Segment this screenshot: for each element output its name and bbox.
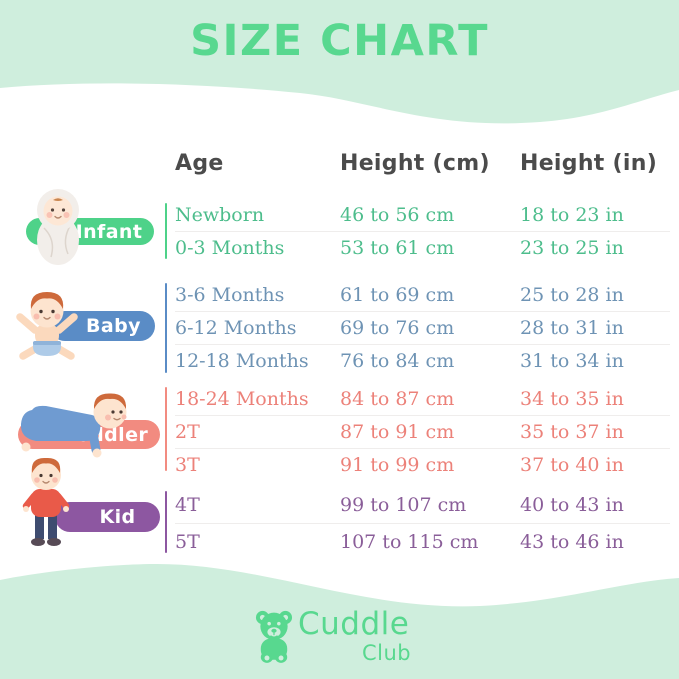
table-group-infant: Newborn 46 to 56 cm 18 to 23 in 0-3 Mont… [175, 199, 670, 264]
age-cell: 5T [175, 531, 200, 553]
height-in-cell: 23 to 25 in [520, 237, 624, 259]
top-wave-background [0, 0, 679, 124]
age-cell: 18-24 Months [175, 388, 309, 410]
table-group-kid: 4T 99 to 107 cm 40 to 43 in 5T 107 to 11… [175, 487, 670, 560]
height-in-cell: 35 to 37 in [520, 421, 624, 443]
height-cm-cell: 76 to 84 cm [340, 350, 455, 372]
table-row: 12-18 Months 76 to 84 cm 31 to 34 in [175, 345, 670, 377]
page-title: SIZE CHART [190, 16, 489, 66]
table-row: 3T 91 to 99 cm 37 to 40 in [175, 449, 670, 481]
group-pill-label: Kid [99, 506, 136, 528]
column-header-height-cm: Height (cm) [340, 151, 490, 176]
height-cm-cell: 99 to 107 cm [340, 494, 467, 516]
height-cm-cell: 53 to 61 cm [340, 237, 455, 259]
table-group-baby: 3-6 Months 61 to 69 cm 25 to 28 in 6-12 … [175, 279, 670, 377]
height-cm-cell: 107 to 115 cm [340, 531, 479, 553]
bottom-wave-background [0, 563, 679, 679]
column-header-age: Age [175, 151, 224, 176]
group-pill-label: Baby [86, 315, 141, 337]
brand-subname: Club [362, 641, 412, 665]
height-in-cell: 28 to 31 in [520, 317, 624, 339]
group-pill-kid: Kid [55, 502, 160, 532]
column-header-height-in: Height (in) [520, 151, 658, 176]
height-in-cell: 40 to 43 in [520, 494, 624, 516]
brand-name: Cuddle [298, 606, 410, 642]
table-row: 5T 107 to 115 cm 43 to 46 in [175, 524, 670, 560]
table-row: 0-3 Months 53 to 61 cm 23 to 25 in [175, 232, 670, 264]
age-cell: Newborn [175, 204, 265, 226]
table-row: 3-6 Months 61 to 69 cm 25 to 28 in [175, 279, 670, 312]
sitting-baby-illustration [16, 292, 78, 360]
group-divider-baby [165, 283, 167, 373]
bottom-wave-shape [0, 563, 679, 679]
top-wave-shape [0, 0, 679, 124]
height-cm-cell: 84 to 87 cm [340, 388, 455, 410]
age-cell: 6-12 Months [175, 317, 297, 339]
height-cm-cell: 69 to 76 cm [340, 317, 455, 339]
height-in-cell: 31 to 34 in [520, 350, 624, 372]
table-group-toddler: 18-24 Months 84 to 87 cm 34 to 35 in 2T … [175, 383, 670, 481]
group-divider-infant [165, 203, 167, 259]
table-row: 2T 87 to 91 cm 35 to 37 in [175, 416, 670, 449]
group-divider-kid [165, 491, 167, 553]
crawling-toddler-illustration [20, 393, 127, 458]
age-cell: 0-3 Months [175, 237, 285, 259]
height-in-cell: 18 to 23 in [520, 204, 624, 226]
standing-kid-illustration [22, 457, 70, 546]
height-cm-cell: 46 to 56 cm [340, 204, 455, 226]
table-row: Newborn 46 to 56 cm 18 to 23 in [175, 199, 670, 232]
teddy-bear-icon [255, 610, 293, 663]
group-divider-toddler [165, 387, 167, 471]
group-pill-label: Infant [75, 220, 143, 243]
age-cell: 3T [175, 454, 200, 476]
height-cm-cell: 87 to 91 cm [340, 421, 455, 443]
table-row: 4T 99 to 107 cm 40 to 43 in [175, 487, 670, 524]
age-cell: 12-18 Months [175, 350, 309, 372]
height-cm-cell: 91 to 99 cm [340, 454, 455, 476]
height-in-cell: 34 to 35 in [520, 388, 624, 410]
age-cell: 2T [175, 421, 200, 443]
height-in-cell: 25 to 28 in [520, 284, 624, 306]
table-row: 18-24 Months 84 to 87 cm 34 to 35 in [175, 383, 670, 416]
height-cm-cell: 61 to 69 cm [340, 284, 455, 306]
swaddled-infant-illustration [37, 189, 79, 265]
age-cell: 4T [175, 494, 200, 516]
height-in-cell: 37 to 40 in [520, 454, 624, 476]
age-cell: 3-6 Months [175, 284, 285, 306]
table-row: 6-12 Months 69 to 76 cm 28 to 31 in [175, 312, 670, 345]
table-header-row: Age Height (cm) Height (in) [175, 149, 670, 179]
height-in-cell: 43 to 46 in [520, 531, 624, 553]
